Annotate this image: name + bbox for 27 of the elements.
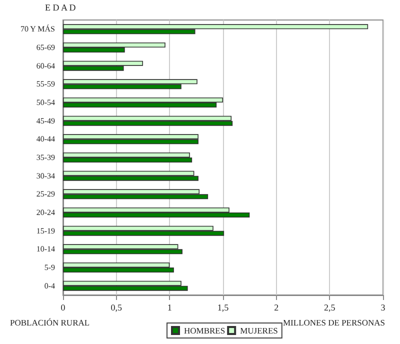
x-tick-label: 1: [167, 302, 172, 312]
y-tick-label: 50-54: [36, 98, 55, 107]
x-tick-label: 0,5: [110, 302, 122, 312]
x-tick-label: 2: [274, 302, 279, 312]
y-tick-label: 65-69: [36, 43, 55, 52]
x-tick-label: 1,5: [217, 302, 230, 312]
y-tick-label: 5-9: [44, 263, 55, 272]
y-tick-label: 55-59: [36, 80, 55, 89]
y-tick-label: 10-14: [36, 244, 55, 254]
y-tick-label: 35-39: [36, 153, 55, 162]
y-tick-label: 20-24: [36, 208, 55, 217]
y-tick-label: 30-34: [36, 171, 55, 180]
legend-label: MUJERES: [240, 326, 278, 336]
text: POBLACIÓN RURAL: [10, 318, 90, 328]
y-tick-label: 25-29: [36, 190, 55, 199]
x-axis-title: MILLONES DE PERSONAS: [283, 318, 386, 328]
y-tick-label: 15-19: [36, 226, 55, 236]
y-axis-title: E D A D: [45, 2, 76, 12]
x-tick-label: 2,5: [324, 302, 336, 312]
x-tick-label: 0: [60, 302, 66, 312]
y-tick-label: 45-49: [36, 116, 55, 126]
y-tick-label: 60-64: [36, 61, 55, 70]
y-tick-label: 0-4: [44, 281, 55, 290]
x-tick-label: 3: [380, 302, 386, 312]
y-tick-label: 70 Y MÁS: [20, 24, 55, 34]
legend-label: HOMBRES: [184, 326, 226, 336]
y-tick-label: 40-44: [36, 134, 55, 144]
